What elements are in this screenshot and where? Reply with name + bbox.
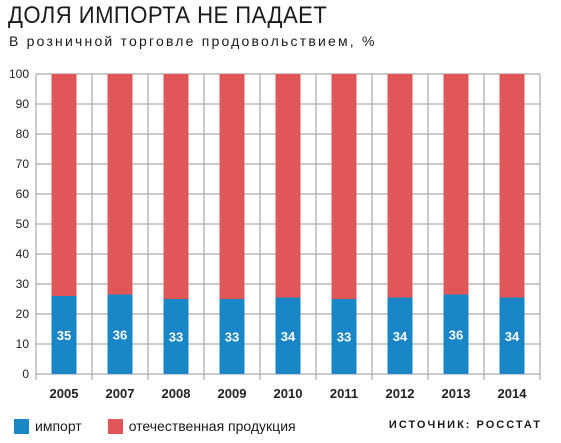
data-label-import: 36 (113, 327, 127, 342)
legend-swatch-import (14, 418, 29, 434)
chart-subtitle: В розничной торговле продовольствием, % (9, 33, 377, 49)
x-tick-label: 2007 (106, 386, 135, 401)
legend-label-domestic: отечественная продукция (128, 418, 296, 434)
bar-import (107, 294, 133, 374)
x-tick-label: 2010 (274, 386, 303, 401)
data-label-import: 34 (505, 329, 520, 344)
bar-domestic (387, 74, 413, 298)
bar-domestic (443, 74, 469, 295)
y-tick-label: 100 (9, 67, 29, 81)
bar-domestic (275, 74, 301, 298)
legend-item-import: импорт (14, 418, 82, 434)
bar-import (275, 297, 301, 374)
bar-import (387, 297, 413, 374)
bar-import (163, 299, 189, 374)
y-tick-label: 80 (16, 127, 30, 141)
x-tick-label: 2005 (50, 386, 79, 401)
data-label-import: 33 (169, 330, 183, 345)
x-tick-label: 2012 (386, 386, 415, 401)
y-tick-label: 60 (16, 187, 30, 201)
data-label-import: 33 (225, 330, 239, 345)
y-tick-label: 40 (16, 247, 30, 261)
bar-import (443, 294, 469, 374)
bar-domestic (107, 74, 133, 295)
legend-item-domestic: отечественная продукция (107, 418, 296, 434)
chart-title: ДОЛЯ ИМПОРТА НЕ ПАДАЕТ (8, 2, 328, 29)
y-tick-label: 70 (16, 157, 30, 171)
x-tick-label: 2008 (162, 386, 191, 401)
bar-domestic (163, 74, 189, 299)
y-tick-label: 50 (16, 217, 30, 231)
data-label-import: 33 (337, 330, 351, 345)
source-note: ИСТОЧНИК: РОССТАТ (388, 419, 542, 431)
y-tick-label: 0 (22, 367, 29, 381)
legend-label-import: импорт (35, 418, 82, 434)
legend-swatch-domestic (107, 418, 123, 434)
chart-legend: импорт отечественная продукция (14, 418, 322, 434)
y-tick-label: 20 (16, 307, 30, 321)
data-label-import: 36 (449, 327, 463, 342)
data-label-import: 35 (57, 328, 71, 343)
bar-import (499, 297, 525, 374)
bar-import (331, 299, 357, 374)
bar-domestic (219, 74, 245, 299)
data-label-import: 34 (281, 329, 296, 344)
x-tick-label: 2009 (218, 386, 247, 401)
y-tick-label: 90 (16, 97, 30, 111)
x-tick-label: 2011 (330, 386, 358, 401)
bar-import (219, 299, 245, 374)
y-tick-label: 10 (16, 337, 30, 351)
bar-domestic (499, 74, 525, 298)
data-label-import: 34 (393, 329, 408, 344)
x-tick-label: 2014 (498, 386, 528, 401)
bar-domestic (331, 74, 357, 299)
x-tick-label: 2013 (442, 386, 471, 401)
bar-import (51, 296, 77, 374)
y-tick-label: 30 (16, 277, 30, 291)
bar-domestic (51, 74, 77, 296)
